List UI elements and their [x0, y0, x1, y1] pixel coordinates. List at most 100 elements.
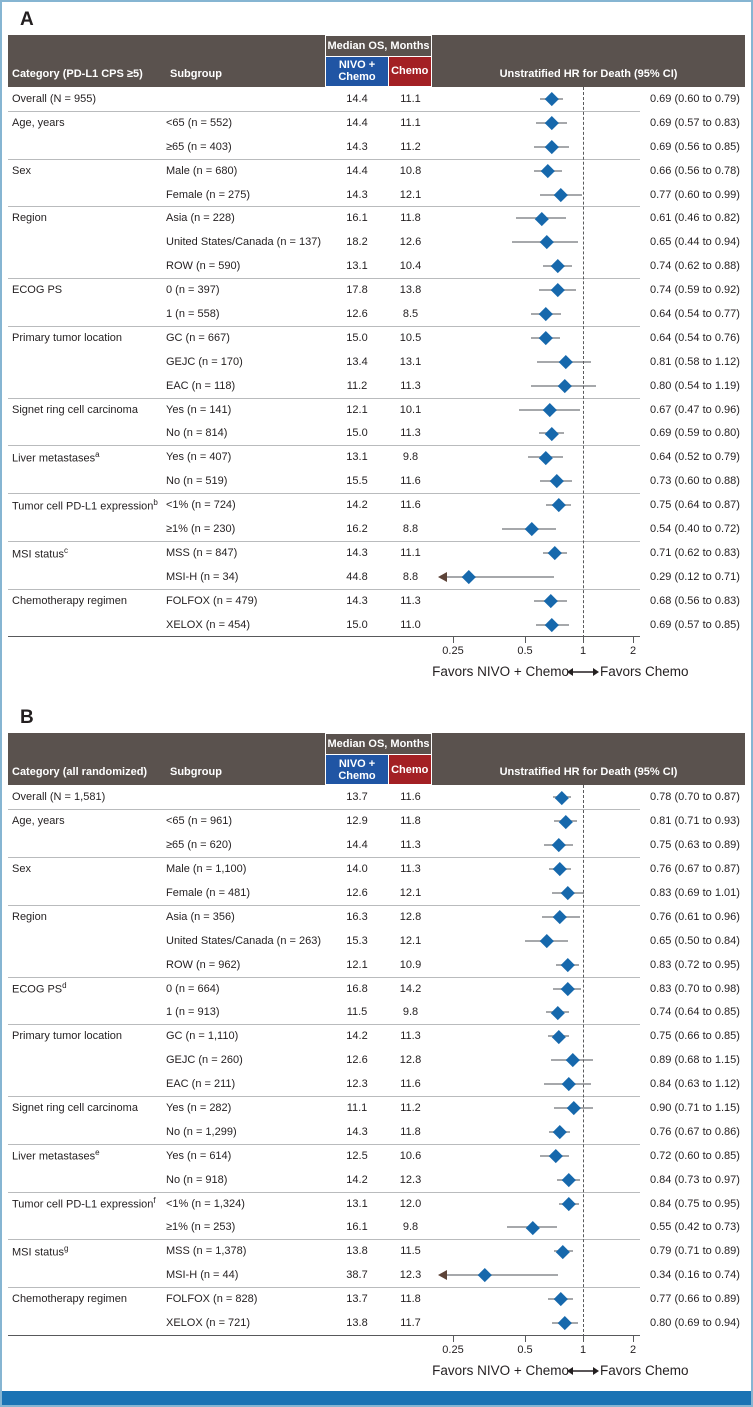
header-chemo: Chemo — [387, 55, 432, 87]
subgroup-label: ≥65 (n = 403) — [166, 140, 232, 153]
forest-plot-cell — [432, 541, 648, 565]
forest-plot-cell — [432, 1311, 648, 1335]
subgroup-label: MSI-H (n = 44) — [166, 1269, 239, 1282]
forest-row: Chemotherapy regimen FOLFOX (n = 828) 13.7… — [8, 1287, 745, 1311]
chemo-median-value: 11.3 — [400, 594, 421, 607]
category-label: Chemotherapy regimen — [12, 1293, 127, 1306]
forest-row: United States/Canada (n = 263) 15.3 12.1 0.… — [8, 929, 745, 953]
hr-ci-text: 0.64 (0.52 to 0.79) — [650, 451, 740, 464]
forest-row: Chemotherapy regimen FOLFOX (n = 479) 14.3… — [8, 588, 745, 613]
axis-tick-label: 0.25 — [442, 1343, 464, 1356]
panel-label: B — [20, 707, 34, 729]
chemo-median-value: 8.8 — [402, 570, 419, 583]
hr-diamond — [557, 378, 572, 393]
chemo-median-value: 12.8 — [399, 1054, 422, 1067]
chemo-median-value: 12.6 — [399, 236, 422, 249]
hr-diamond — [557, 1316, 572, 1330]
nivo-median-value: 12.1 — [346, 958, 368, 971]
forest-plot-cell — [432, 87, 648, 111]
subgroup-label: United States/Canada (n = 263) — [166, 934, 322, 947]
hr-diamond — [554, 187, 568, 202]
subgroup-label: FOLFOX (n = 828) — [166, 1293, 258, 1306]
nivo-median-value: 16.3 — [346, 910, 368, 923]
subgroup-label: ROW (n = 962) — [166, 958, 241, 971]
chemo-median-value: 9.8 — [402, 451, 419, 464]
subgroup-label: Male (n = 1,100) — [166, 863, 247, 876]
hr-ci-text: 0.73 (0.60 to 0.88) — [650, 475, 740, 488]
hr-diamond — [538, 331, 553, 345]
hr-diamond — [478, 1268, 492, 1283]
category-label: MSI statusg — [12, 1244, 69, 1259]
hr-diamond — [553, 910, 567, 924]
category-label: ECOG PSd — [12, 981, 67, 996]
subgroup-label: XELOX (n = 454) — [166, 618, 251, 631]
panel-b: B Category (all randomized) Subgroup Uns… — [8, 706, 745, 1396]
forest-row: MSI-H (n = 44) 38.7 12.3 0.34 (0.16 to 0.74… — [8, 1263, 745, 1287]
hr-diamond — [543, 593, 558, 608]
category-label: Sex — [12, 863, 31, 876]
hr-diamond — [553, 862, 567, 876]
nivo-median-value: 16.1 — [346, 212, 368, 225]
forest-plot-cell — [432, 254, 648, 278]
nivo-median-value: 14.4 — [346, 116, 368, 129]
subgroup-label: 0 (n = 664) — [166, 982, 220, 995]
subgroup-label: ROW (n = 590) — [166, 260, 241, 273]
chemo-median-value: 9.8 — [402, 1221, 419, 1234]
nivo-median-value: 13.4 — [346, 355, 368, 368]
nivo-median-value: 14.0 — [346, 863, 368, 876]
forest-row: MSI statusc MSS (n = 847) 14.3 11.1 0.71 (0.… — [8, 540, 745, 565]
category-label: Signet ring cell carcinoma — [12, 403, 138, 416]
subgroup-label: No (n = 519) — [166, 475, 228, 488]
forest-row: Sex Male (n = 680) 14.4 10.8 0.66 (0.56 to 0… — [8, 158, 745, 183]
hr-diamond — [549, 474, 564, 488]
axis-tick — [453, 1335, 454, 1342]
hr-ci-text: 0.72 (0.60 to 0.85) — [650, 1149, 740, 1162]
chemo-median-value: 11.3 — [400, 1030, 421, 1043]
forest-row: No (n = 814) 15.0 11.3 0.69 (0.59 to 0.80) — [8, 421, 745, 445]
forest-plot-cell — [432, 1001, 648, 1025]
panel-a: A Category (PD-L1 CPS ≥5) Subgroup Unstr… — [8, 8, 745, 698]
forest-row: Overall (N = 955) 14.4 11.1 0.69 (0.60 to 0… — [8, 87, 745, 111]
hr-ci-text: 0.84 (0.63 to 1.12) — [650, 1078, 740, 1091]
hr-ci-text: 0.75 (0.63 to 0.89) — [650, 839, 740, 852]
forest-plot-cell — [432, 1120, 648, 1144]
axis-tick — [525, 1335, 526, 1342]
forest-row: United States/Canada (n = 137) 18.2 12.6 0.… — [8, 230, 745, 254]
subgroup-label: EAC (n = 118) — [166, 379, 236, 392]
hr-diamond — [561, 1196, 576, 1211]
forest-plot-cell — [432, 1287, 648, 1311]
hr-diamond — [548, 1148, 563, 1163]
forest-row: No (n = 1,299) 14.3 11.8 0.76 (0.67 to 0.86… — [8, 1120, 745, 1144]
hr-diamond — [560, 957, 575, 972]
footnote-marker: c — [63, 545, 68, 555]
nivo-median-value: 15.0 — [346, 331, 368, 344]
nivo-median-value: 14.4 — [346, 92, 368, 105]
hr-diamond — [461, 569, 476, 584]
category-label: MSI statusc — [12, 545, 68, 561]
favors-right-label: Favors Chemo — [600, 664, 689, 680]
forest-row: Liver metastasese Yes (n = 614) 12.5 10.6 0.… — [8, 1143, 745, 1168]
chemo-median-value: 11.3 — [400, 863, 421, 876]
hr-diamond — [556, 1244, 571, 1259]
forest-plot-cell — [432, 159, 648, 183]
table-header: Category (PD-L1 CPS ≥5) Subgroup Unstrat… — [8, 35, 745, 87]
forest-plot-cell — [432, 785, 648, 809]
chemo-median-value: 12.1 — [399, 886, 422, 899]
reference-line-hr1 — [583, 785, 584, 1342]
forest-plot-cell — [432, 230, 648, 254]
axis-tick-label: 2 — [629, 1343, 637, 1356]
header-median-os: Median OS, Months — [325, 733, 432, 756]
nivo-median-value: 12.5 — [346, 1149, 368, 1162]
forest-row: XELOX (n = 721) 13.8 11.7 0.80 (0.69 to 0.9… — [8, 1311, 745, 1335]
ci-clamp-arrow-left — [438, 1270, 447, 1281]
hr-diamond — [545, 92, 559, 106]
nivo-median-value: 12.1 — [346, 403, 368, 416]
hr-diamond — [555, 790, 569, 805]
category-label: Sex — [12, 164, 31, 177]
hr-ci-text: 0.83 (0.70 to 0.98) — [650, 982, 740, 995]
forest-row: Overall (N = 1,581) 13.7 11.6 0.78 (0.70 to… — [8, 785, 745, 809]
forest-plot-cell — [432, 374, 648, 398]
hr-ci-text: 0.80 (0.69 to 0.94) — [650, 1317, 740, 1330]
ci-clamp-arrow-left — [438, 571, 447, 582]
hr-diamond — [547, 546, 562, 560]
